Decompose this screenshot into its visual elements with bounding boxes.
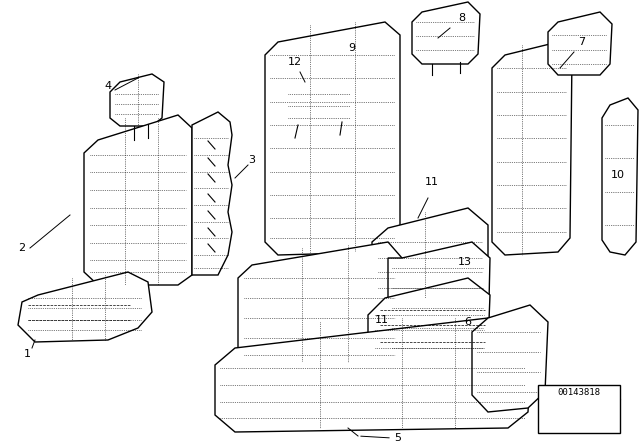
Polygon shape (215, 318, 532, 432)
Polygon shape (368, 278, 490, 365)
Polygon shape (265, 22, 400, 255)
Polygon shape (192, 112, 232, 275)
Text: 10: 10 (611, 170, 625, 180)
Text: 11: 11 (375, 315, 389, 325)
Text: 12: 12 (288, 57, 302, 67)
Polygon shape (283, 72, 356, 125)
Text: 9: 9 (348, 43, 356, 53)
Polygon shape (18, 272, 152, 342)
Text: 13: 13 (458, 257, 472, 267)
Text: 11: 11 (425, 177, 439, 187)
Text: 00143818: 00143818 (557, 388, 600, 396)
Text: 7: 7 (579, 37, 586, 47)
Text: 6: 6 (465, 317, 472, 327)
Text: 4: 4 (104, 81, 111, 91)
Polygon shape (412, 2, 480, 64)
Polygon shape (372, 208, 488, 298)
Polygon shape (548, 12, 612, 75)
Polygon shape (238, 242, 402, 365)
Bar (538, 385, 620, 433)
Polygon shape (546, 407, 608, 429)
Polygon shape (388, 242, 490, 360)
Text: 2: 2 (19, 243, 26, 253)
Polygon shape (602, 98, 638, 255)
Text: 5: 5 (394, 433, 401, 443)
Text: 1: 1 (24, 349, 31, 359)
Polygon shape (110, 74, 164, 126)
Text: 3: 3 (248, 155, 255, 165)
Polygon shape (84, 115, 192, 285)
Polygon shape (472, 305, 548, 412)
Text: 8: 8 (458, 13, 465, 23)
Polygon shape (492, 42, 572, 255)
